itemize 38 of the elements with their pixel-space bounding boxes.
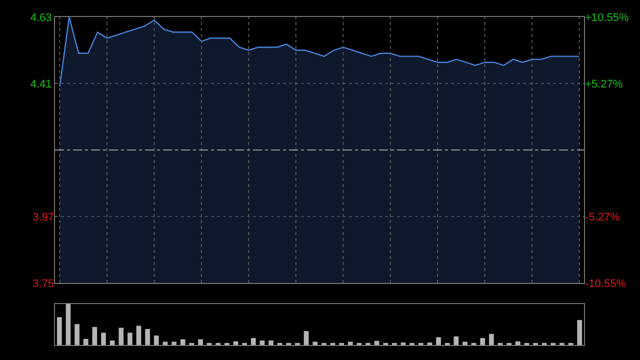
- bar: [436, 337, 441, 345]
- bar: [260, 340, 265, 345]
- bar: [312, 342, 318, 345]
- bar: [304, 331, 309, 345]
- bar: [145, 329, 150, 345]
- y-tick-label: 4.63: [30, 12, 52, 24]
- bar: [348, 342, 353, 345]
- bar: [489, 334, 494, 345]
- bar: [101, 332, 106, 345]
- bar: [118, 328, 124, 345]
- bar: [154, 336, 159, 345]
- y-tick-label: 4.41: [30, 78, 52, 90]
- bar: [162, 342, 168, 345]
- bar: [92, 326, 98, 345]
- bar: [136, 326, 142, 345]
- bar: [74, 324, 80, 345]
- bar: [128, 332, 132, 345]
- y2-tick-label: -5.27%: [585, 211, 620, 224]
- bar: [56, 317, 62, 345]
- bar: [577, 320, 582, 345]
- y2-tick-label: +5.27%: [585, 78, 623, 90]
- bar: [172, 342, 176, 345]
- bar: [250, 338, 256, 345]
- bar: [515, 341, 520, 345]
- bar: [462, 342, 468, 345]
- bar: [374, 340, 380, 345]
- bar: [83, 338, 88, 345]
- y-tick-label: 3.97: [32, 211, 54, 224]
- y2-tick-label: +10.55%: [585, 12, 629, 24]
- bar: [198, 339, 203, 345]
- bar: [180, 339, 186, 345]
- y-tick-label: 3.75: [32, 278, 54, 290]
- bar: [454, 336, 459, 345]
- bar: [480, 338, 486, 345]
- bar: [66, 304, 71, 345]
- bar: [268, 340, 274, 345]
- bar: [110, 340, 115, 345]
- y2-tick-label: -10.55%: [585, 278, 626, 290]
